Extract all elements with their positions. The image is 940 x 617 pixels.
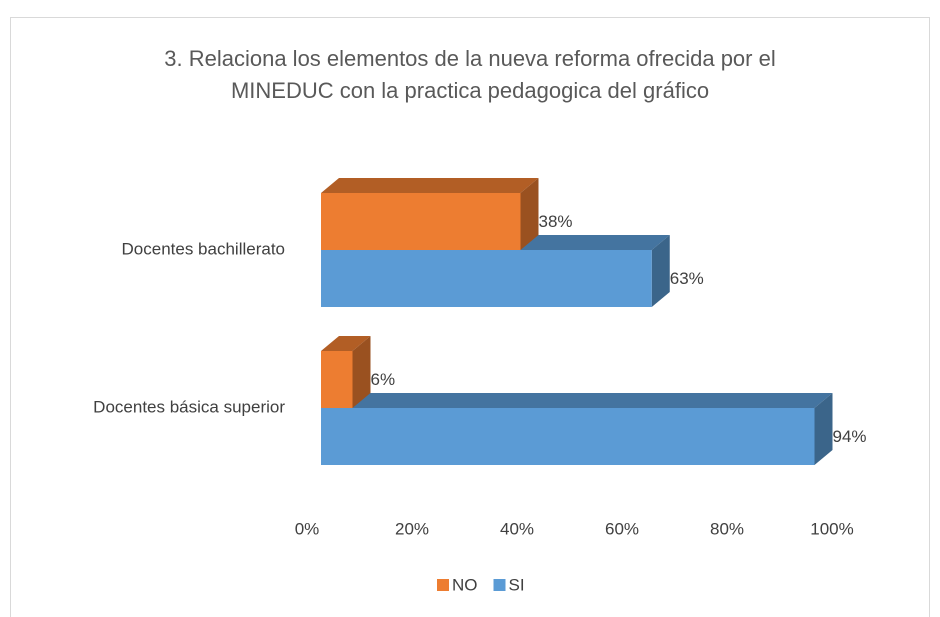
x-tick-label: 40% xyxy=(500,519,534,538)
legend-swatch xyxy=(437,579,449,591)
bar-top xyxy=(321,336,371,351)
legend-label: NO xyxy=(452,575,478,594)
y-tick-label: Docentes básica superior xyxy=(93,397,285,416)
bar-side xyxy=(651,235,670,307)
x-tick-label: 20% xyxy=(395,519,429,538)
legend-label: SI xyxy=(509,575,525,594)
chart-border xyxy=(10,17,930,617)
bar-side xyxy=(814,393,833,465)
chart-title: MINEDUC con la practica pedagogica del g… xyxy=(231,78,709,103)
x-tick-label: 60% xyxy=(605,519,639,538)
y-tick-label: Docentes bachillerato xyxy=(122,239,285,258)
bar-side xyxy=(352,336,371,408)
bar xyxy=(321,408,815,465)
data-label: 38% xyxy=(539,212,573,231)
bar xyxy=(321,193,521,250)
bar xyxy=(321,250,652,307)
data-label: 6% xyxy=(371,370,396,389)
bar xyxy=(321,351,353,408)
legend-swatch xyxy=(493,579,506,591)
data-label: 94% xyxy=(833,427,867,446)
data-label: 63% xyxy=(670,269,704,288)
x-tick-label: 80% xyxy=(710,519,744,538)
bar-top xyxy=(321,178,539,193)
x-tick-label: 0% xyxy=(295,519,320,538)
x-tick-label: 100% xyxy=(810,519,853,538)
chart-title: 3. Relaciona los elementos de la nueva r… xyxy=(164,46,775,71)
bar-side xyxy=(520,178,539,250)
bar-top xyxy=(321,393,833,408)
